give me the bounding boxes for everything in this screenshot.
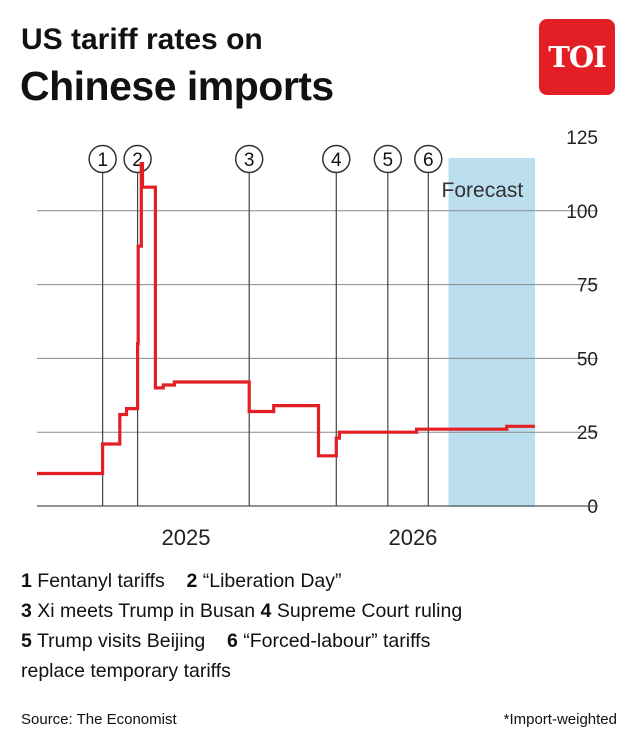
logo-text: TOI	[548, 40, 606, 74]
y-tick-label: 25	[577, 423, 598, 444]
x-tick-label: 2026	[388, 525, 437, 550]
event-label: 3	[244, 150, 255, 171]
legend-row-4: replace temporary tariffs	[21, 656, 462, 686]
legend-row-1: 1 Fentanyl tariffs 2 “Liberation Day”	[21, 566, 462, 596]
legend-num-1: 1	[21, 570, 32, 592]
legend-num-3: 3	[21, 600, 32, 622]
y-tick-label: 125	[566, 128, 598, 149]
event-label: 4	[331, 150, 342, 171]
legend-text-1: Fentanyl tariffs	[37, 570, 165, 592]
legend-num-5: 5	[21, 630, 32, 652]
tariff-chart: 0 25 50 75 100 125 1 2 3 4 5 6 Forecast 2025 2026	[37, 128, 598, 550]
legend-num-4: 4	[260, 600, 272, 622]
footnote: *Import-weighted	[503, 711, 617, 728]
legend-text-6: “Forced-labour” tariffs	[243, 630, 431, 652]
event-label: 5	[383, 150, 394, 171]
source-note: Source: The Economist	[21, 711, 177, 728]
event-marker	[234, 144, 264, 174]
tariff-rate-line	[37, 161, 535, 476]
event-marker	[322, 144, 351, 174]
event-label: 6	[423, 150, 434, 171]
y-tick-label: 100	[566, 202, 598, 223]
legend-row-3: 5 Trump visits Beijing 6 “Forced-labour”…	[21, 626, 462, 656]
x-tick-label: 2025	[162, 525, 211, 550]
toi-logo: TOI	[539, 19, 615, 95]
legend-text-5: Trump visits Beijing	[36, 630, 206, 652]
legend-text-2: “Liberation Day”	[202, 570, 342, 592]
forecast-band	[448, 158, 535, 507]
chart-title-line1: US tariff rates on	[21, 23, 263, 56]
event-marker	[414, 144, 443, 174]
legend-text-4: Supreme Court ruling	[276, 600, 463, 622]
y-tick-label: 50	[577, 349, 598, 370]
forecast-label: Forecast	[442, 179, 524, 202]
y-tick-label: 0	[587, 497, 598, 518]
event-legend: 1 Fentanyl tariffs 2 “Liberation Day” 3 …	[21, 566, 462, 686]
legend-row-2: 3 Xi meets Trump in Busan 4 Supreme Cour…	[21, 596, 462, 626]
event-marker	[373, 144, 403, 174]
legend-num-2: 2	[186, 570, 198, 592]
legend-text-3: Xi meets Trump in Busan	[37, 600, 256, 622]
legend-num-6: 6	[226, 630, 238, 652]
event-label: 1	[97, 150, 108, 171]
event-marker	[123, 144, 152, 174]
legend-text-6-continued: replace temporary tariffs	[21, 660, 231, 682]
event-marker	[88, 144, 117, 174]
y-tick-label: 75	[577, 276, 598, 297]
chart-title-line2: Chinese imports	[20, 63, 334, 109]
event-label: 2	[132, 150, 143, 171]
